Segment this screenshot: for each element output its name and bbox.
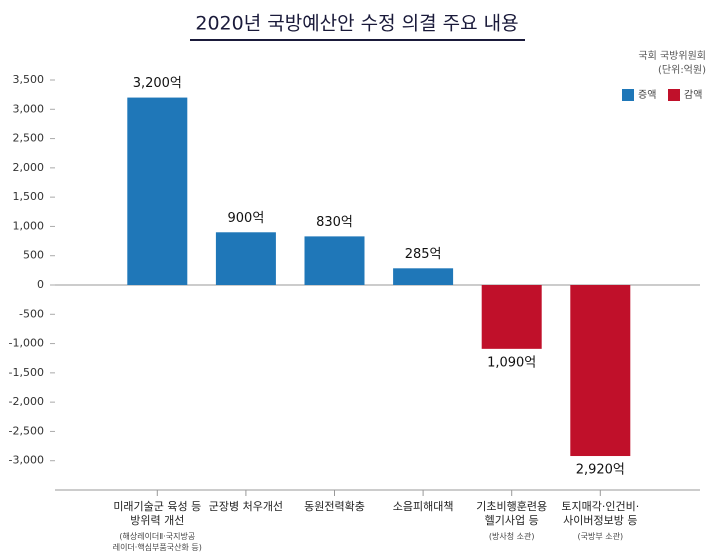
y-tick-label: -2,000 [9, 395, 44, 408]
y-tick-label: 3,500 [13, 73, 45, 86]
y-tick-label: 2,500 [13, 132, 45, 145]
y-tick-label: -3,000 [9, 454, 44, 467]
x-tick-label: 기초비행훈련용 헬기사업 등 [476, 500, 548, 527]
y-tick-label: -500 [19, 307, 44, 320]
y-tick-label: -1,000 [9, 337, 44, 350]
value-label: 1,090억 [487, 355, 536, 370]
category-note: (해상레이더Ⅱ·국지방공 레이더·핵심부품국산화 등) [112, 532, 202, 552]
y-tick-label: -1,500 [9, 366, 44, 379]
legend-label: 증액 [638, 89, 656, 101]
bar [481, 285, 542, 349]
value-label: 285억 [405, 247, 442, 262]
x-tick-label: 미래기술군 육성 등 방위력 개선 [113, 500, 202, 527]
y-tick-label: 2,000 [13, 161, 45, 174]
y-tick-label: 500 [23, 249, 44, 262]
x-tick-label: 동원전력확충 [304, 500, 365, 513]
unit: (단위:억원) [658, 63, 706, 76]
y-tick-label: -2,500 [9, 424, 44, 437]
bar [304, 236, 365, 285]
source: 국회 국방위원회 [638, 49, 706, 62]
x-tick-label: 소음피해대책 [392, 500, 454, 513]
x-tick-label: 토지매각·인건비· 사이버정보방 등 [561, 500, 640, 527]
value-label: 2,920억 [576, 463, 625, 478]
value-label: 3,200억 [133, 76, 182, 91]
y-tick-label: 0 [37, 278, 44, 291]
category-note: (국방부 소관) [577, 532, 624, 541]
bar [570, 285, 631, 457]
legend-label: 감액 [684, 89, 702, 101]
value-label: 900억 [228, 211, 265, 226]
legend-swatch [668, 89, 680, 101]
chart-title: 2020년 국방예산안 수정 의결 주요 내용 [195, 13, 518, 35]
value-label: 830억 [316, 215, 353, 230]
bar [127, 97, 188, 285]
category-note: (방사청 소관) [488, 532, 535, 541]
x-tick-label: 군장병 처우개선 [208, 500, 284, 513]
y-tick-label: 1,500 [13, 190, 45, 203]
legend-swatch [622, 89, 634, 101]
bar [215, 232, 276, 285]
bar [393, 268, 454, 285]
y-tick-label: 3,000 [13, 102, 45, 115]
y-tick-label: 1,000 [13, 219, 45, 232]
